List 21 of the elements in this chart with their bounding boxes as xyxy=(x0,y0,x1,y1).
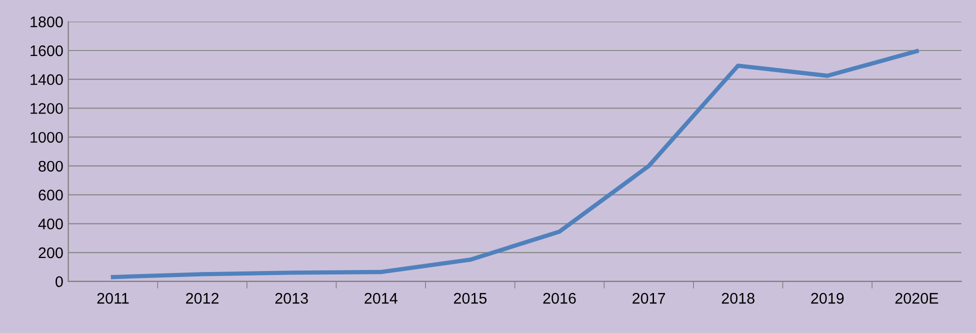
x-tick-label: 2015 xyxy=(454,292,487,304)
y-tick-label: 0 xyxy=(56,276,63,288)
x-tick-label: 2018 xyxy=(722,292,754,304)
y-tick-label: 1600 xyxy=(30,45,63,56)
line-series xyxy=(110,49,919,280)
y-tick-label: 1800 xyxy=(30,16,63,28)
x-tick-label: 2020E xyxy=(895,292,938,304)
x-tick-label: 2019 xyxy=(811,292,844,304)
y-tick-label: 200 xyxy=(38,247,63,258)
y-tick-label: 1400 xyxy=(30,74,63,86)
y-tick-label: 400 xyxy=(38,218,63,230)
x-tick-label: 2013 xyxy=(275,292,308,304)
y-tick-label: 600 xyxy=(38,190,63,200)
x-tick-label: 2014 xyxy=(364,292,398,304)
x-tick-label: 2016 xyxy=(543,292,576,304)
x-tick-label: 2011 xyxy=(97,292,129,304)
y-tick-label: 1200 xyxy=(30,103,63,114)
x-tick-label: 2017 xyxy=(632,292,666,304)
x-tick-label: 2012 xyxy=(186,292,219,304)
y-tick-label: 800 xyxy=(38,160,63,172)
y-tick-label: 1000 xyxy=(30,132,63,143)
